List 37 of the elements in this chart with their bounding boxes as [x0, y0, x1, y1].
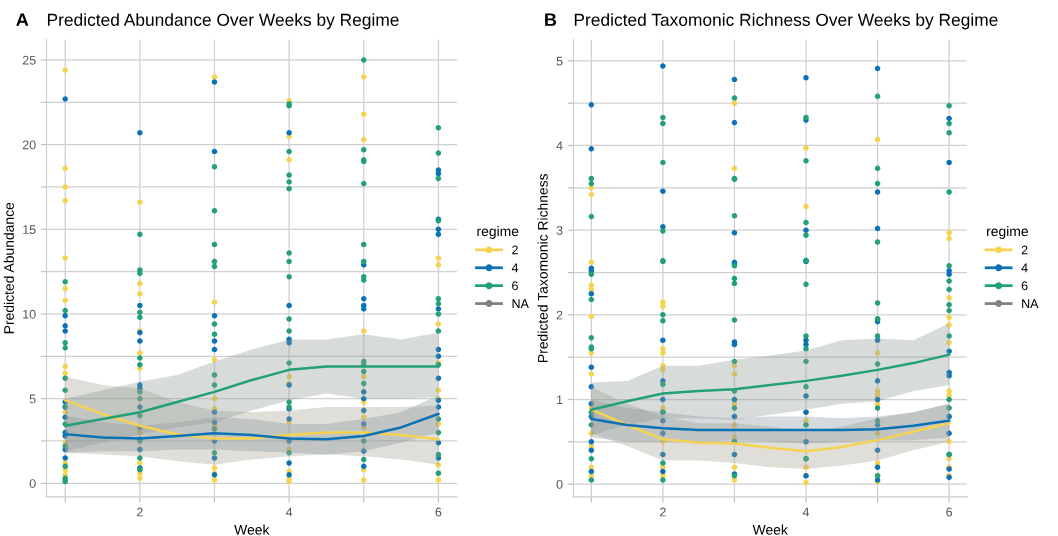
y-tick-label: 25	[22, 55, 36, 65]
text: A	[16, 13, 29, 26]
y-tick-label: 0	[29, 479, 36, 488]
chart-title: Predicted Taxomonic Richness Over Weeks by Regime	[574, 13, 998, 30]
y-tick-label: 20	[22, 140, 36, 150]
y-axis-title: Predicted Abundance	[3, 202, 14, 334]
y-tick-label: 2	[556, 310, 563, 320]
text: B	[545, 13, 557, 26]
y-tick-label: 5	[556, 56, 563, 66]
x-tick-label: 2	[660, 507, 666, 517]
chart-title: Predicted Abundance Over Weeks by Regime	[47, 13, 399, 30]
x-axis-title: Week	[234, 524, 270, 535]
legend-title: regime	[987, 225, 1028, 239]
legend-label: NA	[1022, 299, 1039, 308]
y-tick-label: 5	[29, 394, 36, 404]
legend-label: NA	[512, 299, 529, 308]
y-tick-label: 10	[23, 309, 36, 319]
y-tick-label: 3	[556, 225, 563, 235]
x-tick-label: 6	[435, 507, 442, 517]
x-tick-label: 6	[946, 507, 953, 517]
x-tick-label: 4	[802, 507, 810, 517]
legend-label: 4	[511, 263, 519, 273]
legend-label: 6	[512, 281, 518, 291]
y-tick-label: 1	[557, 395, 563, 405]
legend-title: regime	[477, 225, 519, 239]
x-tick-label: 4	[285, 507, 293, 517]
y-axis-title: Predicted Taxomonic Richness	[537, 173, 548, 362]
legend-label: 4	[1021, 263, 1028, 273]
line-series	[590, 408, 951, 453]
x-axis-title: Week	[752, 524, 788, 535]
legend-label: 2	[512, 245, 518, 255]
y-tick-label: 0	[556, 479, 563, 489]
legend-label: 6	[1021, 281, 1028, 291]
x-tick-label: 2	[137, 507, 143, 517]
legend-label: 2	[1021, 245, 1028, 255]
y-tick-label: 15	[23, 225, 36, 234]
y-tick-label: 4	[556, 141, 563, 151]
